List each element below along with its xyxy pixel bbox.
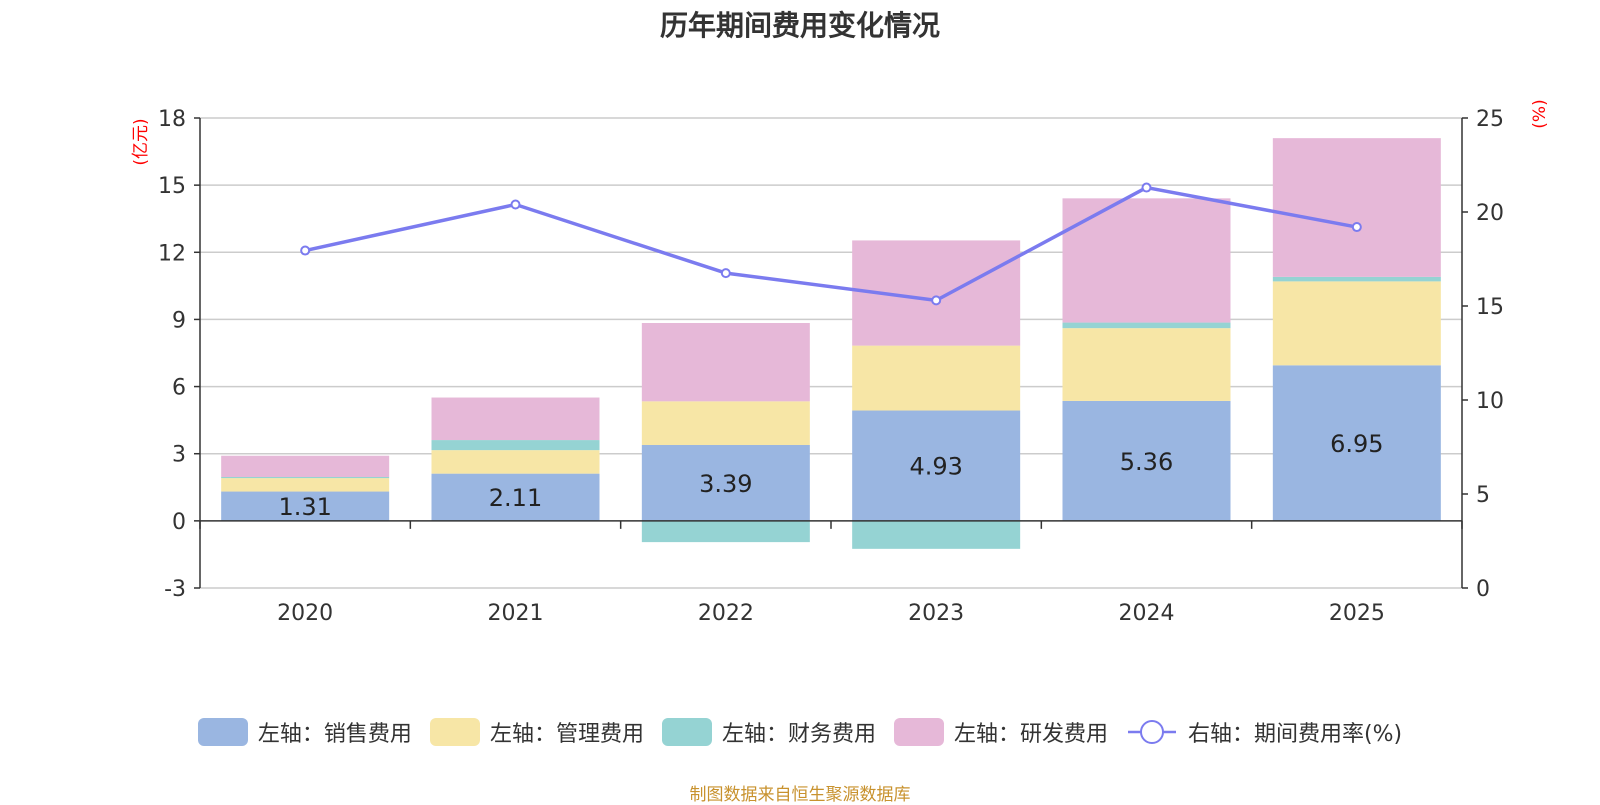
bar-sales-2025 xyxy=(1272,365,1441,521)
bar-admin-2024 xyxy=(1062,328,1231,401)
legend-swatch-rnd xyxy=(893,718,944,746)
left-tick-label-15: 15 xyxy=(158,174,186,199)
bar-sales-2021 xyxy=(431,473,600,521)
bar-admin-2020 xyxy=(221,478,390,492)
data-label-sales-2024: 5.36 xyxy=(1120,448,1173,476)
point-rate-2025 xyxy=(1351,222,1362,233)
bar-rnd-2021 xyxy=(431,397,600,441)
bar-admin-2021 xyxy=(431,450,600,474)
point-rate-2023 xyxy=(931,295,942,306)
right-tick-label-20: 20 xyxy=(1476,201,1504,226)
bar-finance-2024 xyxy=(1062,322,1231,329)
x-tick-label-2025: 2025 xyxy=(1329,601,1385,626)
bar-rnd-2020 xyxy=(221,455,390,477)
bar-finance-2022 xyxy=(641,520,810,543)
bar-admin-2023 xyxy=(852,345,1021,411)
bar-rnd-2024 xyxy=(1062,198,1231,323)
legend-item-admin[interactable]: 左轴：管理费用 xyxy=(429,716,644,748)
x-tick-label-2024: 2024 xyxy=(1119,601,1175,626)
left-tick-label-6: 6 xyxy=(172,376,186,401)
bar-sales-2020 xyxy=(221,491,390,521)
bar-sales-2024 xyxy=(1062,400,1231,521)
legend-swatch-admin xyxy=(429,718,480,746)
left-tick-label-3: 3 xyxy=(172,443,186,468)
legend-item-rate[interactable]: 右轴：期间费用率(%) xyxy=(1126,716,1402,748)
legend-label-admin: 左轴：管理费用 xyxy=(489,722,644,747)
bar-admin-2025 xyxy=(1272,281,1441,366)
legend-swatch-sales xyxy=(197,718,248,746)
legend: 左轴：销售费用 左轴：管理费用 左轴：财务费用 左轴：研发费用 右轴：期间费用率… xyxy=(0,716,1600,748)
point-rate-2020 xyxy=(300,245,311,256)
left-tick-label--3: -3 xyxy=(164,577,186,602)
data-label-sales-2025: 6.95 xyxy=(1330,430,1383,458)
right-tick-label-5: 5 xyxy=(1476,483,1490,508)
bar-sales-2023 xyxy=(852,410,1021,521)
bar-finance-2023 xyxy=(852,520,1021,549)
bar-admin-2022 xyxy=(641,401,810,445)
data-label-sales-2021: 2.11 xyxy=(489,484,542,512)
x-tick-label-2022: 2022 xyxy=(698,601,754,626)
right-tick-label-0: 0 xyxy=(1476,577,1490,602)
line-period-expense-rate xyxy=(304,185,1358,303)
legend-item-finance[interactable]: 左轴：财务费用 xyxy=(661,716,876,748)
x-tick-label-2021: 2021 xyxy=(488,601,544,626)
left-axis-unit-label: (亿元) xyxy=(131,118,151,165)
bar-rnd-2022 xyxy=(641,323,810,402)
legend-line-marker-icon xyxy=(1127,720,1176,744)
x-tick-label-2023: 2023 xyxy=(908,601,964,626)
x-tick-label-2020: 2020 xyxy=(277,601,333,626)
bar-finance-2021 xyxy=(431,440,600,451)
data-source-note: 制图数据来自恒生聚源数据库 xyxy=(689,785,911,805)
legend-label-rate: 右轴：期间费用率(%) xyxy=(1187,722,1403,747)
legend-label-rnd: 左轴：研发费用 xyxy=(953,722,1108,747)
legend-label-sales: 左轴：销售费用 xyxy=(257,722,412,747)
data-label-sales-2023: 4.93 xyxy=(909,453,962,481)
left-tick-label-12: 12 xyxy=(158,241,186,266)
right-tick-label-15: 15 xyxy=(1476,295,1504,320)
legend-label-finance: 左轴：财务费用 xyxy=(721,722,876,747)
point-rate-2022 xyxy=(720,268,731,279)
legend-item-rnd[interactable]: 左轴：研发费用 xyxy=(893,716,1108,748)
bar-finance-2020 xyxy=(221,476,390,479)
right-axis-unit-label: (%) xyxy=(1530,99,1550,128)
data-label-sales-2020: 1.31 xyxy=(278,493,331,521)
left-tick-label-9: 9 xyxy=(172,308,186,333)
legend-item-sales[interactable]: 左轴：销售费用 xyxy=(197,716,412,748)
right-tick-label-10: 10 xyxy=(1476,389,1504,414)
bar-sales-2022 xyxy=(641,444,810,521)
bar-rnd-2025 xyxy=(1272,138,1441,277)
bar-finance-2025 xyxy=(1272,276,1441,282)
left-tick-label-18: 18 xyxy=(158,107,186,132)
point-rate-2024 xyxy=(1141,182,1152,193)
left-tick-label-0: 0 xyxy=(172,510,186,535)
chart-title: 历年期间费用变化情况 xyxy=(659,9,940,42)
data-label-sales-2022: 3.39 xyxy=(699,470,752,498)
point-rate-2021 xyxy=(510,199,521,210)
right-tick-label-25: 25 xyxy=(1476,107,1504,132)
legend-swatch-finance xyxy=(661,718,712,746)
